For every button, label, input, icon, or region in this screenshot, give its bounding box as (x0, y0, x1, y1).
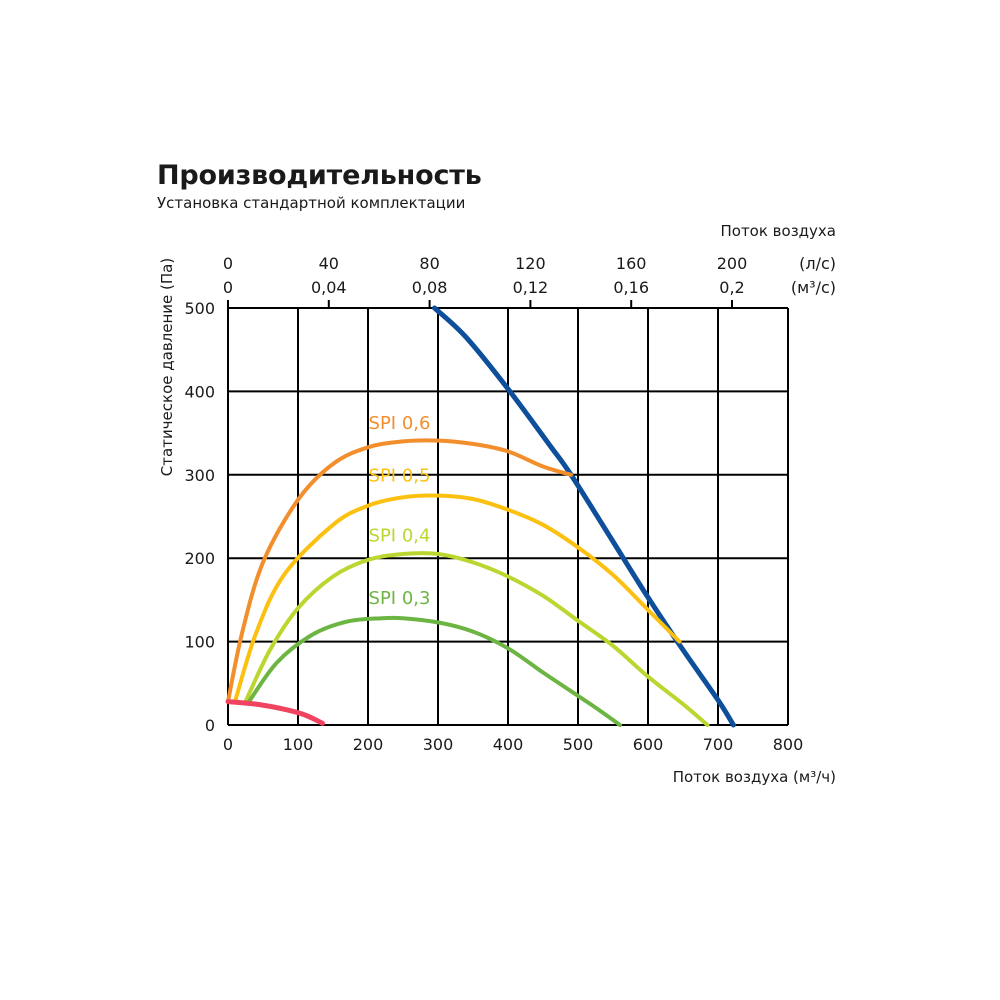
top-tick-label-m3s: 0,08 (412, 278, 448, 297)
series-curve-0 (432, 305, 736, 728)
series-curve-4 (247, 615, 622, 727)
top-tick-label-m3s: 0,16 (613, 278, 649, 297)
top-tick-label-ls: 0 (223, 254, 233, 273)
top-tick-label-m3s: 0,12 (513, 278, 549, 297)
top-tick-label-ls: 80 (419, 254, 439, 273)
y-tick-label: 100 (184, 633, 215, 652)
series-curve-1 (226, 438, 573, 704)
x-axis-title: Поток воздуха (м³/ч) (673, 768, 836, 786)
x-tick-label: 800 (773, 735, 804, 754)
series-curve-3 (243, 551, 710, 727)
grid (227, 300, 789, 726)
x-tick-label: 500 (563, 735, 594, 754)
top-axis-title: Поток воздуха (720, 222, 836, 240)
curves (225, 305, 736, 728)
top-tick-label-ls: 200 (717, 254, 748, 273)
x-tick-label: 0 (223, 735, 233, 754)
y-tick-label: 300 (184, 466, 215, 485)
y-axis-title: Статическое давление (Па) (158, 258, 176, 476)
curve-label: SPI 0,3 (369, 588, 431, 609)
curve-label: SPI 0,5 (369, 465, 431, 486)
chart-subtitle: Установка стандартной комплектации (157, 194, 466, 212)
curve-label: SPI 0,6 (369, 413, 431, 434)
top-tick-label-m3s: 0,04 (311, 278, 347, 297)
x-tick-label: 400 (493, 735, 524, 754)
y-tick-label: 0 (205, 716, 215, 735)
labels: Поток воздуха (л/с) (м³/с) Поток воздуха… (158, 222, 836, 786)
top-tick-label-ls: 160 (616, 254, 647, 273)
x-tick-label: 200 (353, 735, 384, 754)
y-tick-label: 500 (184, 299, 215, 318)
x-tick-label: 100 (283, 735, 314, 754)
chart-title: Производительность (157, 160, 482, 191)
top-axis-unit-ls: (л/с) (799, 254, 836, 273)
series-curve-2 (233, 493, 682, 704)
top-tick-label-m3s: 0,2 (719, 278, 744, 297)
x-tick-label: 300 (423, 735, 454, 754)
y-tick-label: 200 (184, 549, 215, 568)
top-tick-label-ls: 40 (319, 254, 339, 273)
x-tick-label: 600 (633, 735, 664, 754)
top-tick-label-ls: 120 (515, 254, 546, 273)
series-curve-5 (225, 699, 325, 726)
top-axis-unit-m3s: (м³/с) (791, 278, 836, 297)
top-tick-label-m3s: 0 (223, 278, 233, 297)
y-tick-label: 400 (184, 382, 215, 401)
x-tick-label: 700 (703, 735, 734, 754)
curve-label: SPI 0,4 (369, 526, 431, 547)
